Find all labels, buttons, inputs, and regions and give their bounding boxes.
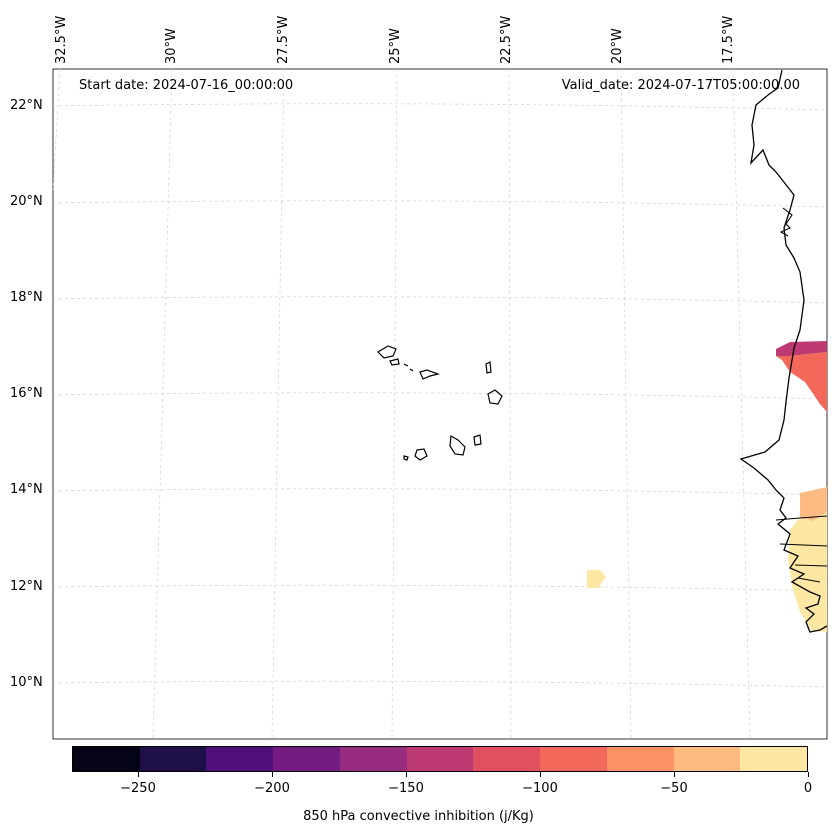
colorbar-tick-mark — [405, 772, 407, 777]
colorbar-segment — [339, 747, 407, 771]
colorbar-tick-label-neg200: −200 — [254, 781, 290, 796]
colorbar-tick-label-neg250: −250 — [120, 781, 156, 796]
lon-gridline-20 — [620, 68, 632, 740]
lat-gridline-16 — [52, 392, 828, 400]
colorbar-segment — [73, 747, 140, 771]
lat-gridline-18 — [52, 296, 828, 304]
island-branco — [409, 368, 414, 372]
lat-gridline-20 — [52, 200, 828, 208]
lon-gridline-30 — [152, 68, 173, 740]
lat-label-10: 10°N — [10, 675, 43, 690]
colorbar-segment — [606, 747, 674, 771]
lat-gridline-14 — [52, 488, 828, 496]
island-fogo — [414, 448, 428, 461]
lon-gridline-17-5 — [732, 68, 751, 740]
cin-area-north-dark — [776, 341, 827, 356]
lon-label-20: 20°W — [610, 28, 625, 64]
lon-label-27-5: 27.5°W — [276, 15, 291, 64]
colorbar-tick-mark — [271, 772, 273, 777]
map-frame — [52, 68, 828, 740]
banc-arguin-islands — [779, 207, 793, 237]
lon-label-17-5: 17.5°W — [721, 15, 736, 64]
island-santo-antao — [377, 345, 397, 359]
colorbar — [72, 746, 808, 772]
cin-fill-areas — [587, 341, 827, 632]
lat-label-16: 16°N — [10, 386, 43, 401]
island-santiago — [449, 435, 466, 456]
cin-area-south-yellow — [788, 512, 827, 632]
colorbar-segment — [273, 747, 340, 771]
lon-label-25: 25°W — [388, 28, 403, 64]
island-sao-vicente — [389, 358, 400, 366]
island-boa-vista — [487, 389, 503, 405]
colorbar-segment — [740, 747, 808, 771]
lat-label-12: 12°N — [10, 579, 43, 594]
colorbar-tick-label-neg100: −100 — [522, 781, 558, 796]
lat-gridline-12 — [52, 584, 828, 592]
colorbar-segment — [206, 747, 274, 771]
lon-gridline-32-5 — [52, 68, 61, 191]
graticule — [52, 68, 828, 740]
lon-gridline-25 — [391, 68, 398, 740]
colorbar-tick-mark — [137, 772, 139, 777]
lat-label-22: 22°N — [10, 98, 43, 113]
colorbar-segment — [139, 747, 207, 771]
colorbar-tick-label-0: 0 — [803, 781, 813, 796]
colorbar-segment — [673, 747, 741, 771]
cin-area-north-red — [776, 352, 827, 412]
lon-gridline-27-5 — [271, 68, 285, 740]
lon-gridline-22-5 — [508, 68, 512, 740]
lon-label-32-5: 32.5°W — [54, 15, 69, 64]
island-maio — [473, 434, 482, 446]
start-date-label: Start date: 2024-07-16_00:00:00 — [79, 78, 294, 93]
colorbar-tick-mark — [539, 772, 541, 777]
lat-gridline-10 — [52, 680, 828, 688]
colorbar-segment — [473, 747, 541, 771]
island-brava — [403, 455, 409, 461]
cin-area-south-orange — [800, 487, 827, 521]
lat-gridline-22 — [52, 103, 828, 111]
colorbar-tick-label-neg150: −150 — [388, 781, 424, 796]
africa-coastline — [739, 69, 828, 633]
colorbar-segment — [406, 747, 474, 771]
colorbar-tick-label-neg50: −50 — [660, 781, 688, 796]
gambia-casamance-rivers — [775, 515, 828, 583]
cin-area-offshore-patch — [587, 570, 606, 588]
lon-label-30: 30°W — [164, 28, 179, 64]
island-sao-nicolau — [419, 369, 441, 380]
lon-label-22-5: 22.5°W — [499, 15, 514, 64]
colorbar-tick-mark — [807, 772, 809, 777]
lat-label-20: 20°N — [10, 194, 43, 209]
colorbar-segment — [540, 747, 607, 771]
valid-date-label: Valid_date: 2024-07-17T05:00:00.00 — [561, 78, 800, 93]
island-santa-luzia — [403, 363, 409, 367]
colorbar-label: 850 hPa convective inhibition (j/Kg) — [303, 809, 534, 824]
cape-verde-islands — [377, 345, 503, 461]
island-sal — [485, 361, 492, 374]
lat-label-18: 18°N — [10, 290, 43, 305]
colorbar-tick-mark — [673, 772, 675, 777]
lat-label-14: 14°N — [10, 482, 43, 497]
